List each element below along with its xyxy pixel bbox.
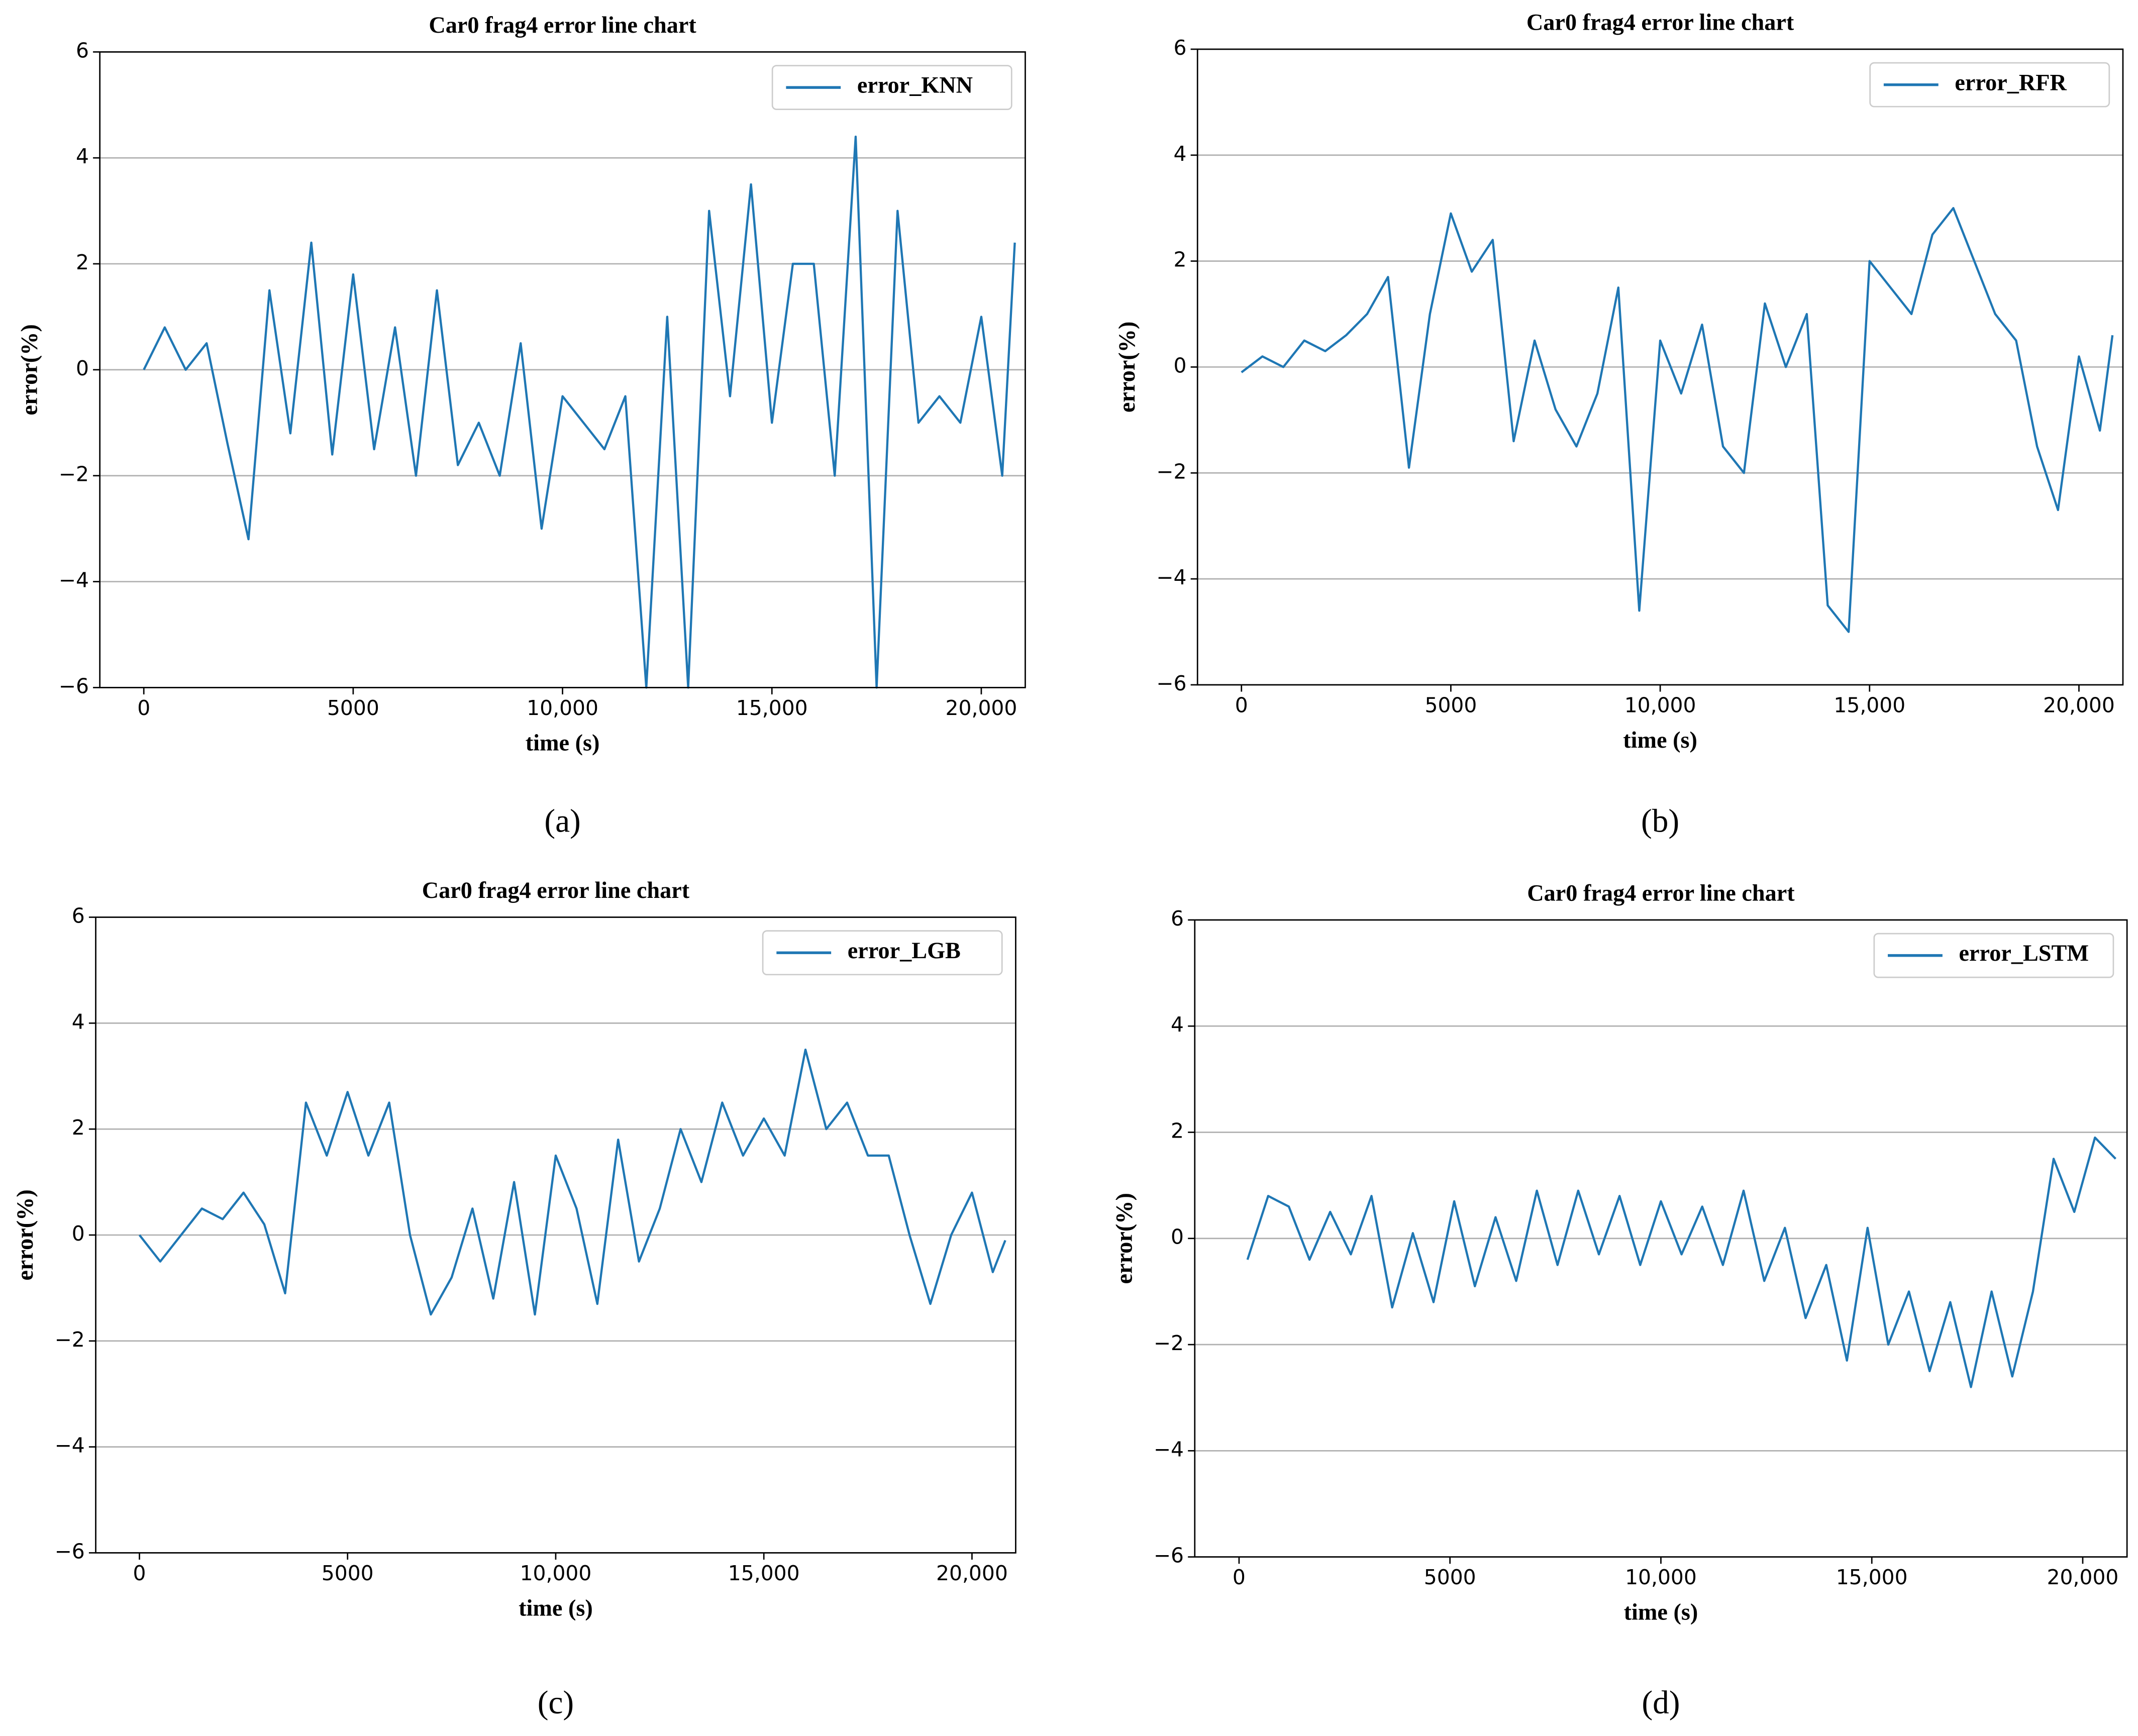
legend-box	[1869, 62, 2110, 108]
x-tick-label: 15,000	[736, 696, 808, 720]
legend-label: error_RFR	[1955, 70, 2067, 95]
data-line	[1246, 1136, 2117, 1388]
y-tick-label: 4	[72, 1009, 85, 1034]
legend-label: error_LSTM	[1959, 941, 2089, 966]
y-tick-label: 2	[1171, 1118, 1184, 1143]
y-tick-label: −4	[59, 568, 89, 592]
x-tick-label: 10,000	[1625, 1565, 1697, 1589]
x-tick-label: 15,000	[1836, 1565, 1908, 1589]
x-tick-label: 20,000	[2047, 1565, 2119, 1589]
x-tick-label: 10,000	[527, 696, 598, 720]
y-tick-label: 0	[76, 356, 89, 380]
y-tick-label: 2	[1173, 248, 1186, 272]
y-tick-label: 0	[72, 1221, 85, 1246]
plot-frame	[1196, 48, 2124, 686]
legend-label: error_LGB	[848, 938, 961, 964]
x-tick-label: 5000	[1424, 1565, 1476, 1589]
x-axis-label: time (s)	[1623, 728, 1697, 753]
y-tick-label: 2	[76, 250, 89, 274]
y-axis-label: error(%)	[1114, 322, 1140, 413]
plot-frame	[99, 51, 1026, 688]
legend-box	[1873, 933, 2114, 978]
caption: (a)	[544, 803, 580, 839]
x-tick-label: 5000	[322, 1561, 374, 1585]
x-tick-label: 5000	[327, 696, 379, 720]
x-tick-label: 10,000	[520, 1561, 592, 1585]
y-tick-label: 6	[76, 38, 89, 62]
x-axis-label: time (s)	[519, 1595, 593, 1621]
plot-frame	[95, 916, 1016, 1554]
x-tick-label: 20,000	[946, 696, 1017, 720]
y-tick-label: 4	[1171, 1012, 1184, 1037]
x-tick-label: 0	[133, 1561, 146, 1585]
chart-title: Car0 frag4 error line chart	[422, 878, 690, 903]
x-axis-label: time (s)	[526, 730, 600, 756]
y-tick-label: −2	[1156, 459, 1186, 483]
y-tick-label: 6	[1173, 36, 1186, 60]
chart-title: Car0 frag4 error line chart	[429, 13, 696, 38]
y-tick-label: −2	[55, 1327, 85, 1352]
legend-box	[762, 930, 1003, 976]
y-tick-label: −6	[1156, 671, 1186, 695]
data-line	[143, 135, 1016, 689]
y-tick-label: −2	[59, 462, 89, 486]
y-tick-label: −6	[55, 1539, 85, 1563]
y-axis-label: error(%)	[1111, 1193, 1137, 1284]
x-tick-label: 0	[137, 696, 150, 720]
y-tick-label: 0	[1171, 1225, 1184, 1249]
x-tick-label: 5000	[1425, 693, 1477, 717]
data-line	[1241, 207, 2114, 633]
caption: (b)	[1641, 803, 1679, 839]
x-tick-label: 10,000	[1624, 693, 1696, 717]
y-tick-label: 0	[1173, 353, 1186, 377]
legend-box	[771, 65, 1012, 110]
caption: (d)	[1642, 1685, 1680, 1721]
x-tick-label: 20,000	[2043, 693, 2115, 717]
chart-title: Car0 frag4 error line chart	[1526, 10, 1794, 36]
y-tick-label: −6	[59, 674, 89, 698]
y-tick-label: 4	[76, 144, 89, 168]
x-tick-label: 0	[1233, 1565, 1246, 1589]
y-tick-label: 6	[72, 903, 85, 928]
y-tick-label: −6	[1154, 1544, 1184, 1568]
x-tick-label: 0	[1235, 693, 1248, 717]
x-tick-label: 15,000	[728, 1561, 800, 1585]
chart-title: Car0 frag4 error line chart	[1527, 881, 1795, 906]
y-tick-label: −4	[1156, 565, 1186, 589]
data-line	[138, 1048, 1006, 1316]
y-tick-label: 6	[1171, 906, 1184, 931]
y-tick-label: −4	[55, 1434, 85, 1458]
x-tick-label: 20,000	[936, 1561, 1008, 1585]
y-tick-label: −4	[1154, 1437, 1184, 1461]
y-tick-label: 4	[1173, 142, 1186, 166]
y-tick-label: 2	[72, 1115, 85, 1140]
caption: (c)	[538, 1685, 574, 1721]
legend-label: error_KNN	[857, 73, 973, 98]
x-tick-label: 15,000	[1834, 693, 1905, 717]
y-axis-label: error(%)	[17, 324, 42, 415]
plot-frame	[1194, 919, 2128, 1558]
y-axis-label: error(%)	[13, 1189, 38, 1280]
x-axis-label: time (s)	[1624, 1599, 1698, 1625]
y-tick-label: −2	[1154, 1331, 1184, 1355]
